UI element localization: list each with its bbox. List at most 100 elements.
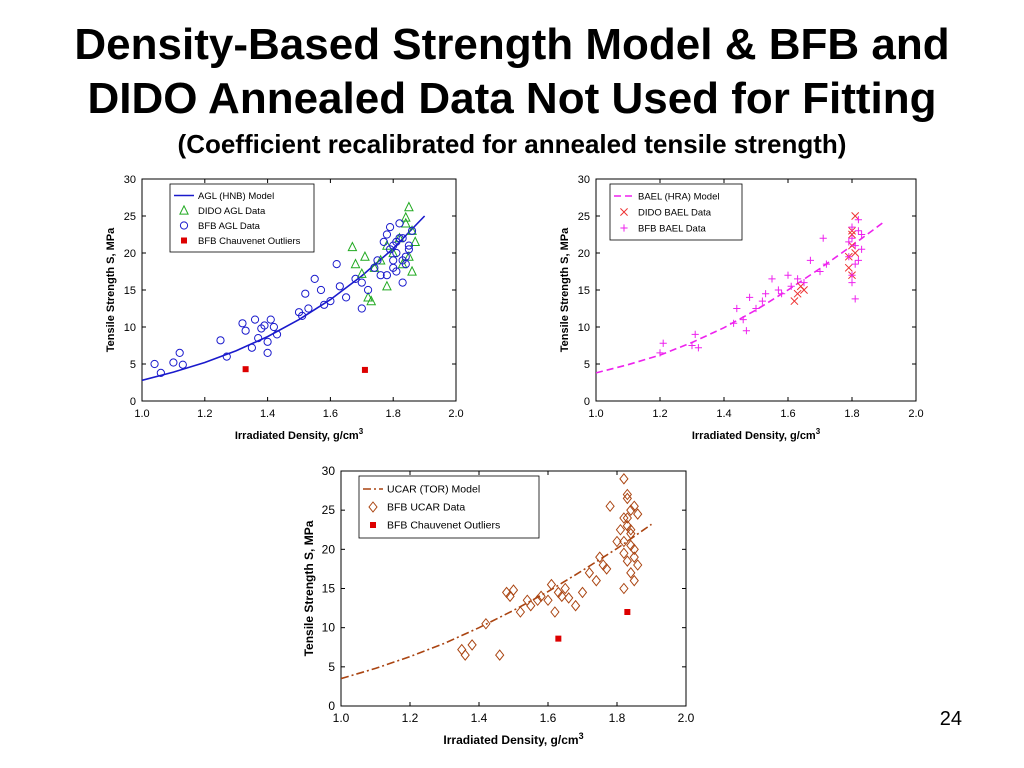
data-point-circle: [342, 293, 351, 302]
x-tick-label: 1.8: [844, 408, 859, 420]
data-point-plus: [848, 279, 856, 287]
data-point-diamond: [626, 539, 636, 552]
data-point-diamond: [602, 563, 612, 575]
data-point-diamond: [622, 555, 632, 567]
data-point-plus: [845, 253, 853, 261]
data-point-plus: [819, 234, 827, 242]
legend-label: BFB BAEL Data: [638, 224, 706, 235]
data-point-circle: [351, 274, 360, 283]
y-tick-label: 10: [322, 621, 336, 635]
data-point-plus: [854, 227, 862, 235]
legend-marker-square: [370, 522, 376, 528]
data-point-circle: [263, 348, 272, 357]
data-point-plus: [851, 295, 859, 303]
page-number: 24: [939, 708, 962, 730]
legend-label: BAEL (HRA) Model: [638, 192, 719, 203]
x-axis-label-superscript: 3: [359, 427, 364, 436]
data-point-circle: [392, 267, 401, 276]
data-point-plus: [691, 330, 699, 338]
x-tick-label: 1.2: [197, 408, 212, 420]
x-axis-label: Irradiated Density, g/cm3: [443, 731, 583, 747]
data-point-x: [790, 297, 799, 306]
data-point-plus: [848, 234, 856, 242]
data-point-circle: [357, 278, 366, 287]
data-point-square: [242, 366, 249, 373]
x-tick-label: 1.8: [386, 408, 401, 420]
data-point-circle: [370, 263, 379, 272]
data-point-diamond: [481, 617, 491, 630]
data-point-diamond: [629, 551, 639, 563]
legend-label: DIDO AGL Data: [198, 206, 266, 217]
x-axis-label: Irradiated Density, g/cm3: [692, 427, 821, 442]
data-point-x: [848, 226, 856, 235]
x-axis-label-superscript: 3: [579, 731, 584, 741]
data-point-diamond: [633, 559, 643, 571]
data-point-diamond: [619, 547, 629, 560]
data-point-plus: [800, 279, 808, 287]
data-point-diamond: [457, 643, 467, 656]
data-point-diamond: [629, 500, 639, 513]
data-point-circle: [404, 245, 413, 254]
data-point-plus: [822, 260, 830, 268]
data-point-plus: [758, 297, 766, 305]
data-point-diamond: [526, 599, 536, 612]
data-point-circle: [310, 274, 319, 283]
data-point-diamond: [460, 649, 470, 661]
data-point-plus: [688, 341, 696, 350]
y-tick-label: 15: [124, 285, 136, 297]
legend-marker-square: [181, 237, 187, 244]
data-point-triangle: [366, 295, 377, 306]
data-point-diamond: [626, 523, 636, 536]
data-point-circle: [241, 326, 250, 335]
data-point-plus: [851, 260, 859, 268]
data-point-triangle: [350, 258, 361, 269]
data-point-square: [624, 609, 631, 615]
plot-series-group: [596, 212, 885, 374]
data-point-diamond: [543, 594, 553, 607]
y-tick-label: 15: [578, 285, 590, 297]
data-point-plus: [816, 267, 824, 276]
data-point-plus: [787, 282, 795, 290]
data-point-diamond: [533, 594, 543, 607]
data-point-circle: [395, 219, 404, 228]
data-point-circle: [238, 319, 247, 328]
data-point-plus: [762, 290, 770, 298]
data-point-x: [851, 212, 860, 220]
data-point-circle: [407, 226, 417, 235]
data-point-plus: [768, 275, 776, 283]
x-tick-label: 1.6: [323, 408, 338, 420]
plot-series-group: [341, 473, 652, 680]
x-axis-label-text: Irradiated Density, g/cm: [692, 430, 816, 442]
data-point-diamond: [577, 586, 588, 599]
data-point-diamond: [467, 639, 477, 651]
data-point-plus: [752, 304, 760, 313]
data-point-diamond: [515, 606, 526, 618]
data-point-plus: [746, 293, 754, 301]
data-point-circle: [385, 245, 395, 254]
data-point-x: [793, 289, 802, 298]
data-point-circle: [247, 343, 256, 352]
legend-marker-circle: [179, 221, 189, 230]
legend-label: BFB AGL Data: [198, 221, 261, 232]
data-point-diamond: [629, 574, 639, 587]
data-point-plus: [794, 275, 802, 283]
x-tick-label: 1.0: [333, 711, 350, 725]
data-point-x: [851, 249, 860, 257]
data-point-circle: [332, 260, 341, 269]
data-point-diamond: [622, 512, 632, 524]
data-point-circle: [272, 330, 282, 339]
data-point-triangle: [356, 268, 367, 278]
data-point-diamond: [605, 500, 615, 513]
y-axis-label: Tensile Strength S, MPa: [105, 227, 117, 352]
y-tick-label: 10: [124, 322, 136, 334]
data-point-circle: [398, 256, 407, 265]
data-point-plus: [858, 245, 866, 253]
legend-box: [609, 183, 743, 241]
data-point-diamond: [584, 567, 595, 579]
data-point-diamond: [564, 592, 574, 604]
data-point-diamond: [550, 606, 560, 618]
data-point-circle: [269, 322, 278, 332]
data-point-square: [361, 366, 368, 373]
data-point-circle: [392, 248, 401, 258]
